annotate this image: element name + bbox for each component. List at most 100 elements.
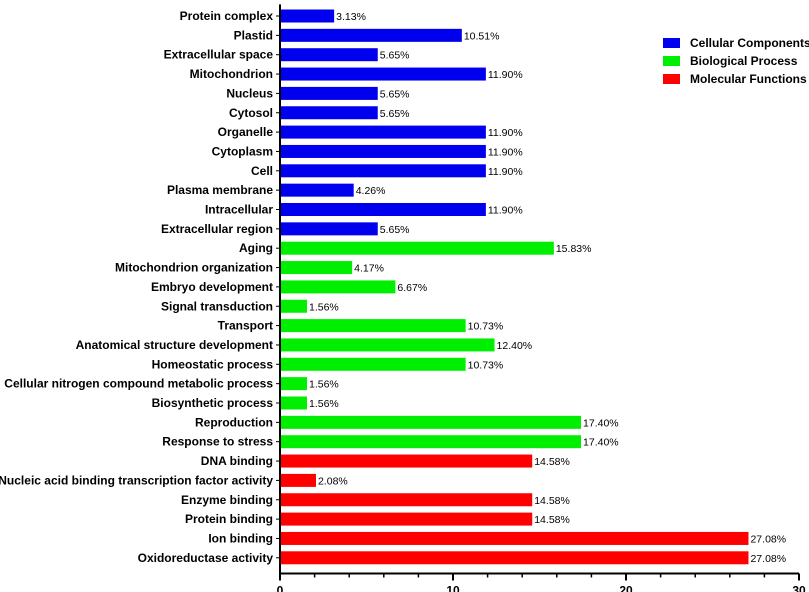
category-label: Reproduction (195, 415, 273, 429)
category-label: Plastid (234, 28, 273, 42)
value-label: 27.08% (750, 553, 786, 565)
category-label: Enzyme binding (181, 493, 273, 507)
bar (280, 183, 354, 197)
value-label: 10.51% (464, 30, 500, 42)
value-label: 10.73% (468, 321, 504, 333)
bars-layer: Protein complex 3.13% Plastid 10.51% Extrace… (0, 9, 786, 565)
category-label: Protein complex (180, 9, 274, 23)
bar (280, 435, 582, 449)
bar (280, 280, 396, 294)
category-label: Anatomical structure development (76, 338, 273, 352)
category-label: Response to stress (162, 435, 273, 449)
value-label: 5.65% (380, 108, 410, 120)
value-label: 3.13% (336, 11, 366, 23)
category-label: Nucleic acid binding transcription facto… (0, 473, 273, 487)
value-label: 4.26% (356, 185, 386, 197)
bar (280, 319, 466, 333)
bar (280, 299, 307, 313)
value-label: 5.65% (380, 88, 410, 100)
bar (280, 454, 533, 468)
value-label: 6.67% (397, 282, 427, 294)
category-label: Aging (239, 241, 273, 255)
legend-swatch (663, 56, 680, 66)
bar (280, 9, 335, 23)
value-label: 17.40% (583, 417, 619, 429)
bar (280, 241, 554, 255)
value-label: 5.65% (380, 224, 410, 236)
bar (280, 144, 486, 158)
legend-swatch (663, 74, 680, 84)
value-label: 14.58% (534, 456, 570, 468)
bar (280, 261, 353, 275)
category-label: Nucleus (226, 86, 273, 100)
bar (280, 164, 486, 178)
category-label: Protein binding (185, 512, 273, 526)
value-label: 11.90% (488, 146, 523, 158)
bar (280, 125, 486, 139)
bar (280, 338, 495, 352)
bar (280, 493, 533, 507)
bar (280, 67, 486, 81)
category-label: Ion binding (208, 531, 273, 545)
value-label: 1.56% (309, 301, 339, 313)
bar (280, 473, 316, 487)
legend-swatch (663, 38, 680, 48)
category-label: Cytosol (229, 106, 273, 120)
category-label: Cytoplasm (212, 144, 273, 158)
value-label: 14.58% (534, 514, 570, 526)
bar (280, 551, 749, 565)
bar (280, 377, 307, 391)
x-tick-label: 30 (792, 583, 806, 592)
value-label: 10.73% (468, 359, 504, 371)
category-label: Mitochondrion organization (115, 261, 273, 275)
bar (280, 48, 378, 62)
value-label: 4.17% (354, 263, 384, 275)
value-label: 11.90% (488, 205, 523, 217)
value-label: 15.83% (556, 243, 592, 255)
legend-label: Cellular Components (690, 36, 809, 50)
value-label: 27.08% (750, 533, 786, 545)
bar (280, 512, 533, 526)
x-axis: 0 10 20 30 (276, 4, 806, 592)
category-label: Signal transduction (161, 299, 273, 313)
bar (280, 415, 582, 429)
value-label: 1.56% (309, 379, 339, 391)
category-label: Extracellular region (161, 222, 273, 236)
category-label: Intracellular (205, 203, 273, 217)
x-tick-label: 0 (277, 583, 284, 592)
category-label: Extracellular space (164, 48, 274, 62)
category-label: DNA binding (201, 454, 273, 468)
bar (280, 531, 749, 545)
value-label: 11.90% (488, 69, 523, 81)
x-tick-label: 20 (619, 583, 633, 592)
bar (280, 357, 466, 371)
value-label: 11.90% (488, 166, 523, 178)
value-label: 14.58% (534, 495, 570, 507)
bar (280, 396, 307, 410)
x-tick-label: 10 (446, 583, 460, 592)
category-label: Homeostatic process (152, 357, 274, 371)
bar (280, 28, 462, 42)
legend-label: Biological Process (690, 54, 798, 68)
category-label: Oxidoreductase activity (138, 551, 274, 565)
category-label: Embryo development (151, 280, 273, 294)
legend-label: Molecular Functions (690, 72, 807, 86)
category-label: Cell (251, 164, 273, 178)
value-label: 12.40% (497, 340, 533, 352)
category-label: Cellular nitrogen compound metabolic pro… (4, 377, 273, 391)
bar (280, 203, 486, 216)
category-label: Organelle (218, 125, 274, 139)
value-label: 17.40% (583, 437, 619, 449)
bar (280, 222, 378, 236)
bar (280, 86, 378, 100)
legend: Cellular Components Biological Process Mol… (663, 36, 809, 86)
category-label: Mitochondrion (190, 67, 273, 81)
value-label: 1.56% (309, 398, 339, 410)
category-label: Biosynthetic process (152, 396, 274, 410)
category-label: Transport (218, 319, 273, 333)
bar (280, 106, 378, 120)
value-label: 11.90% (488, 127, 523, 139)
category-label: Plasma membrane (167, 183, 273, 197)
value-label: 2.08% (318, 475, 348, 487)
